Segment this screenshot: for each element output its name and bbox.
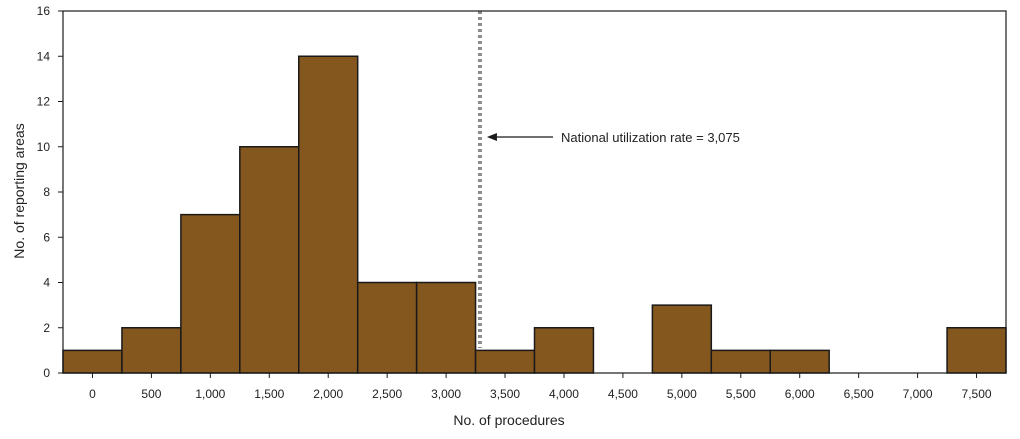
histogram-bar-2 bbox=[180, 213, 241, 374]
x-tick-label: 500 bbox=[141, 387, 161, 401]
x-tick-label: 1,500 bbox=[254, 387, 284, 401]
x-axis-title: No. of procedures bbox=[453, 412, 564, 428]
histogram-bar-4 bbox=[298, 55, 359, 374]
x-tick-label: 7,000 bbox=[903, 387, 933, 401]
x-tick-label: 7,500 bbox=[962, 387, 992, 401]
x-tick-label: 2,500 bbox=[372, 387, 402, 401]
y-tick-label: 14 bbox=[37, 49, 51, 63]
x-tick-label: 6,000 bbox=[785, 387, 815, 401]
y-tick-label: 4 bbox=[43, 276, 50, 290]
reference-line-label: National utilization rate = 3,075 bbox=[561, 130, 740, 145]
annotation-arrow-head bbox=[486, 133, 497, 141]
x-tick-label: 5,000 bbox=[667, 387, 697, 401]
histogram-bar-12 bbox=[769, 349, 830, 374]
histogram-bar-5 bbox=[356, 281, 418, 374]
labels-layer: No. of procedures No. of reporting areas… bbox=[11, 4, 992, 428]
histogram-bar-10 bbox=[651, 304, 713, 374]
x-tick-label: 5,500 bbox=[726, 387, 756, 401]
y-tick-label: 16 bbox=[37, 4, 51, 18]
x-tick-label: 4,500 bbox=[608, 387, 638, 401]
y-tick-label: 8 bbox=[43, 185, 50, 199]
x-tick-label: 0 bbox=[89, 387, 96, 401]
histogram-bar-3 bbox=[239, 146, 300, 374]
histogram-bar-7 bbox=[474, 349, 536, 374]
x-tick-label: 2,000 bbox=[313, 387, 343, 401]
y-tick-label: 12 bbox=[37, 95, 51, 109]
histogram-bar-1 bbox=[121, 327, 182, 374]
x-tick-label: 3,500 bbox=[490, 387, 520, 401]
histogram-bar-6 bbox=[415, 281, 477, 374]
histogram-bar-0 bbox=[62, 349, 123, 374]
x-tick-label: 6,500 bbox=[844, 387, 874, 401]
x-tick-label: 1,000 bbox=[195, 387, 225, 401]
histogram-bar-8 bbox=[533, 327, 595, 374]
y-tick-label: 0 bbox=[43, 366, 50, 380]
histogram-bar-11 bbox=[710, 349, 771, 374]
reference-line-layer bbox=[477, 11, 553, 348]
bars-layer bbox=[62, 55, 1007, 374]
axes-layer bbox=[58, 10, 1007, 378]
y-tick-label: 10 bbox=[37, 140, 51, 154]
y-axis-title: No. of reporting areas bbox=[11, 123, 27, 258]
x-tick-label: 3,000 bbox=[431, 387, 461, 401]
x-tick-label: 4,000 bbox=[549, 387, 579, 401]
histogram-bar-15 bbox=[946, 327, 1007, 374]
y-tick-label: 2 bbox=[43, 321, 50, 335]
y-tick-label: 6 bbox=[43, 230, 50, 244]
